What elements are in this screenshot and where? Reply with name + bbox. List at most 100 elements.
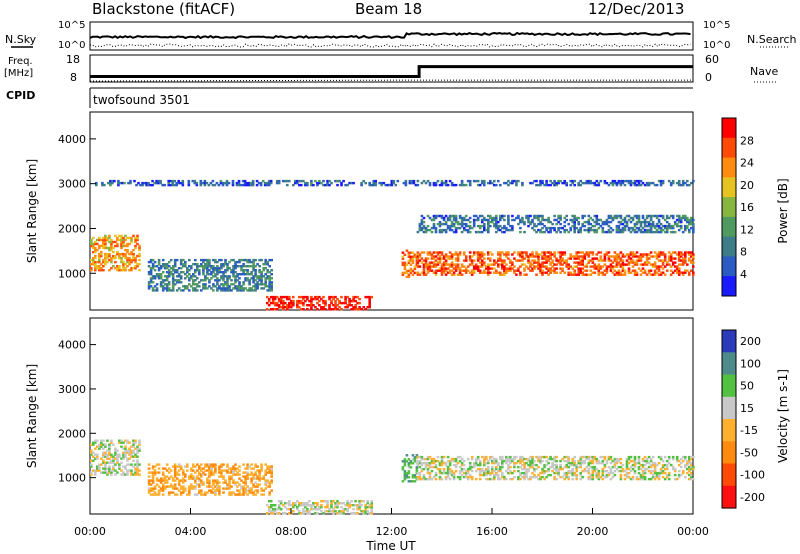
cell [282, 304, 285, 307]
cell [438, 257, 442, 260]
cell [625, 473, 629, 477]
cell [208, 463, 211, 466]
cell [228, 487, 231, 490]
cell [653, 255, 657, 258]
cell [240, 493, 243, 496]
cell [517, 269, 520, 272]
cell [627, 467, 631, 471]
cell [529, 477, 532, 481]
cell [607, 255, 611, 258]
cell [270, 473, 273, 476]
cell [426, 265, 430, 268]
cell [380, 183, 383, 187]
cell [90, 453, 93, 456]
cell [611, 183, 615, 187]
cell [244, 481, 247, 484]
cell [368, 301, 371, 305]
cell [587, 259, 591, 262]
cell [424, 265, 428, 268]
cell [474, 461, 478, 465]
cell [493, 216, 496, 220]
cell [304, 506, 307, 509]
cell [194, 287, 197, 290]
cell [677, 259, 681, 262]
cell [106, 260, 109, 264]
cell [240, 479, 243, 482]
cell [218, 465, 221, 468]
cell [491, 471, 494, 475]
cell [254, 477, 257, 480]
cell [585, 251, 589, 254]
cell [116, 455, 119, 458]
cell [503, 226, 506, 230]
cell [265, 512, 269, 515]
nsky-label: N.Sky [5, 33, 37, 46]
cell [470, 469, 474, 473]
cell [134, 258, 137, 262]
cell [267, 304, 271, 307]
cell [116, 449, 119, 452]
cell [159, 283, 163, 286]
cell [499, 273, 502, 276]
cell [442, 228, 446, 232]
cell [132, 455, 135, 458]
cell [214, 258, 217, 262]
cell [476, 251, 480, 254]
cell [489, 473, 492, 477]
cell [531, 263, 534, 266]
cell [625, 259, 629, 262]
cell [585, 455, 589, 459]
cell [163, 267, 167, 270]
cell [413, 255, 417, 258]
cell [480, 224, 484, 228]
power-colorbar-swatch [722, 197, 736, 218]
freq-label: Freq. [8, 56, 33, 67]
cell [633, 463, 637, 467]
cell [627, 179, 631, 183]
cell [531, 218, 534, 222]
cell [679, 465, 683, 469]
cell [182, 491, 185, 494]
cell [136, 469, 139, 472]
cell [591, 218, 595, 222]
cell [436, 214, 440, 218]
cell [94, 269, 97, 272]
cell [557, 216, 560, 220]
cell [370, 510, 373, 513]
cell [671, 271, 675, 274]
cell [190, 485, 193, 488]
cell [460, 265, 464, 268]
cell [182, 485, 185, 488]
cell [202, 481, 205, 484]
cell [250, 277, 253, 280]
cell [579, 183, 582, 187]
cell [688, 465, 691, 469]
cell [591, 455, 595, 459]
cell [161, 483, 165, 486]
cell [679, 226, 683, 230]
cell [450, 183, 454, 187]
cell [539, 271, 542, 274]
cell [407, 259, 411, 262]
cell [424, 461, 428, 465]
cell [151, 275, 155, 278]
cell [368, 183, 371, 187]
cell [474, 477, 478, 481]
cell [234, 467, 237, 470]
cell [499, 214, 502, 218]
cell [292, 301, 295, 305]
cell [442, 469, 446, 473]
cell [260, 275, 263, 278]
cell [264, 267, 267, 270]
cell [171, 183, 174, 187]
cell [182, 271, 185, 274]
cell [306, 181, 309, 185]
cell [368, 512, 371, 515]
cell [138, 252, 141, 256]
cell [275, 181, 279, 185]
cell [450, 253, 454, 256]
cell [681, 257, 685, 260]
cell [165, 283, 169, 286]
cell [436, 261, 440, 264]
cell [647, 269, 651, 272]
